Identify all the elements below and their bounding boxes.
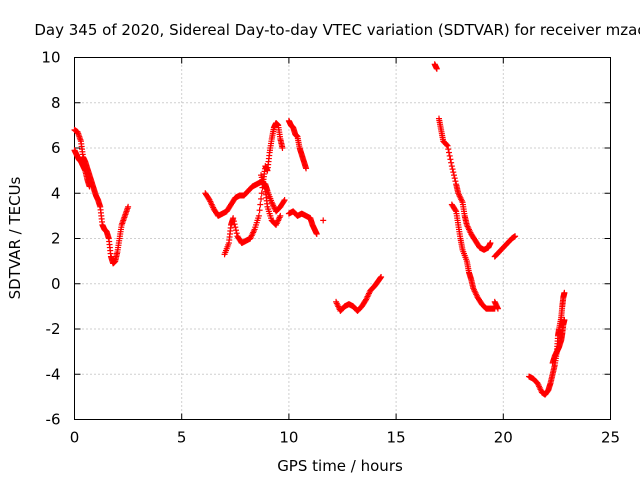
data-point [256, 207, 263, 214]
x-axis: 0 5 10 15 20 25 [70, 57, 620, 447]
data-point [451, 175, 458, 182]
x-axis-label: GPS time / hours [277, 457, 403, 475]
y-tick-label: 4 [51, 184, 61, 202]
y-axis-label: SDTVAR / TECUs [6, 176, 24, 299]
y-axis: -6 -4 -2 0 2 4 6 8 10 [41, 49, 611, 429]
y-tick-label: 8 [51, 94, 61, 112]
grid-lines [74, 57, 611, 420]
data-point [258, 190, 265, 197]
data-point [258, 195, 265, 202]
data-point [447, 156, 454, 163]
chart-title: Day 345 of 2020, Sidereal Day-to-day VTE… [34, 21, 640, 39]
x-tick-label: 0 [70, 429, 80, 447]
data-point [277, 212, 284, 219]
data-point [445, 146, 452, 153]
x-tick-label: 15 [387, 429, 406, 447]
data-point [512, 233, 519, 240]
data-point [443, 141, 450, 148]
y-tick-label: 0 [51, 275, 61, 293]
data-point [449, 166, 456, 173]
x-tick-label: 10 [279, 429, 298, 447]
data-point [230, 215, 237, 222]
data-point [257, 201, 264, 208]
data-point [487, 240, 494, 247]
data-point [448, 163, 455, 170]
data-point [230, 218, 237, 225]
data-point [232, 224, 239, 231]
data-point [445, 149, 452, 156]
y-tick-label: 2 [51, 230, 61, 248]
data-point [450, 172, 457, 179]
data-point [233, 227, 240, 234]
data-point [452, 178, 459, 185]
data-point [320, 217, 327, 224]
data-point [450, 169, 457, 176]
data-point [303, 165, 310, 172]
x-tick-label: 25 [601, 429, 620, 447]
data-point [494, 305, 501, 312]
data-point [231, 221, 238, 228]
data-point [86, 183, 93, 190]
data-point [446, 152, 453, 159]
data-point [233, 230, 240, 237]
data-point [378, 273, 385, 280]
data-point [280, 198, 287, 205]
x-tick-label: 5 [177, 429, 187, 447]
data-point [313, 230, 320, 237]
data-point [125, 203, 132, 210]
y-tick-label: -4 [46, 365, 61, 383]
y-tick-label: 10 [41, 49, 60, 67]
data-point [279, 145, 286, 151]
x-tick-label: 20 [494, 429, 513, 447]
data-point [452, 207, 459, 214]
data-point [561, 316, 568, 323]
y-tick-label: -6 [46, 411, 61, 429]
data-point [433, 65, 440, 72]
data-point [444, 142, 451, 149]
data-series [71, 61, 568, 398]
y-tick-label: -2 [46, 320, 61, 338]
data-point [561, 289, 568, 296]
data-point [255, 212, 262, 219]
data-point [281, 197, 288, 204]
data-point [448, 159, 455, 166]
y-tick-label: 6 [51, 139, 61, 157]
